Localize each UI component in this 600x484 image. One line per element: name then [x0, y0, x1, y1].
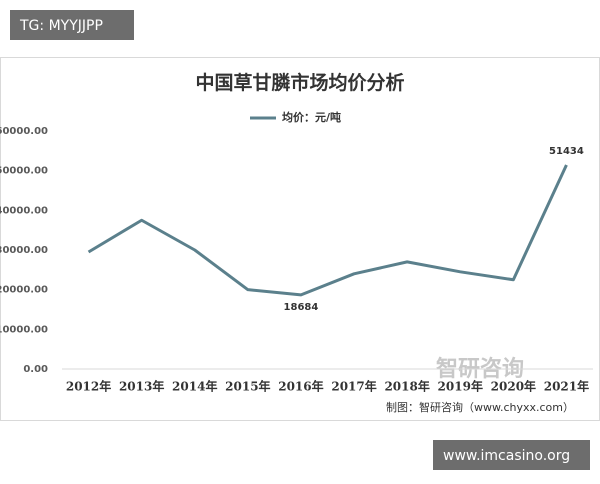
- y-tick-label: 20000.00: [0, 285, 48, 296]
- x-tick-label: 2020年: [491, 379, 536, 394]
- chart-frame: [0, 57, 600, 421]
- y-tick-label: 10000.00: [0, 324, 48, 335]
- y-tick-label: 60000.00: [0, 126, 48, 137]
- x-tick-label: 2014年: [172, 379, 217, 394]
- data-label: 18684: [284, 302, 319, 313]
- chart-title: 中国草甘膦市场均价分析: [195, 71, 404, 94]
- x-tick-label: 2013年: [119, 379, 164, 394]
- y-tick-label: 50000.00: [0, 166, 48, 177]
- x-tick-label: 2015年: [225, 379, 270, 394]
- x-tick-label: 2019年: [438, 379, 483, 394]
- watermark-box: [433, 440, 590, 470]
- x-tick-label: 2012年: [66, 379, 111, 394]
- watermark-text: www.imcasino.org: [443, 448, 570, 464]
- data-label: 51434: [549, 146, 584, 157]
- line-series: [87, 164, 568, 297]
- watermark-text: TG: MYYJJPP: [19, 18, 103, 34]
- y-tick-label: 0.00: [23, 364, 48, 375]
- source-note: 制图：智研咨询（www.chyxx.com）: [386, 400, 574, 414]
- x-tick-label: 2018年: [384, 379, 429, 394]
- watermark-box: [10, 10, 134, 40]
- x-tick-label: 2016年: [278, 379, 323, 394]
- x-tick-label: 2021年: [544, 379, 589, 394]
- x-tick-label: 2017年: [331, 379, 376, 394]
- legend-label: 均价：元/吨: [282, 110, 341, 124]
- y-tick-label: 40000.00: [0, 205, 48, 216]
- y-tick-label: 30000.00: [0, 245, 48, 256]
